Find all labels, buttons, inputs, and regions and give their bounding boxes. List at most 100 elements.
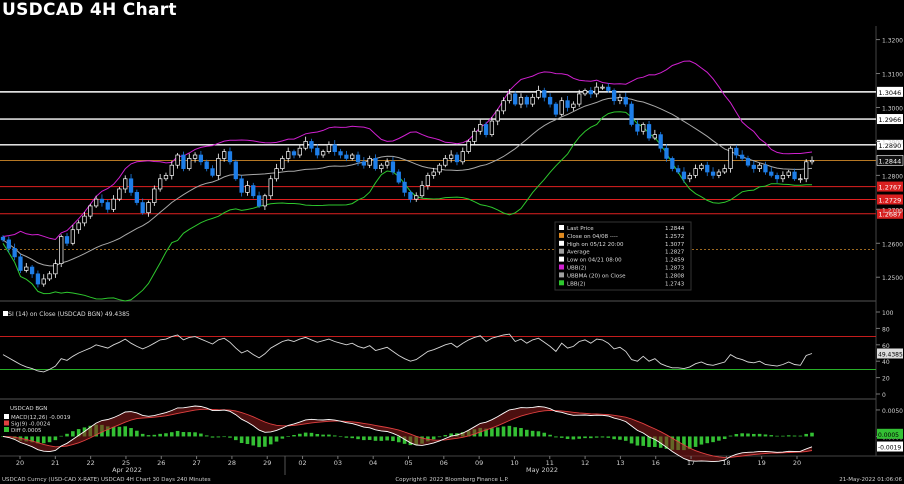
candle-body (425, 175, 431, 186)
candle-body (501, 100, 506, 112)
date-label: 20 (16, 459, 24, 467)
candle-body (6, 239, 11, 249)
date-label: 19 (758, 459, 766, 467)
diff-bar (589, 436, 593, 439)
date-label: 13 (616, 459, 624, 467)
candle-body (128, 178, 134, 193)
candle-body (367, 158, 372, 166)
diff-bar (193, 432, 197, 437)
diff-bar (309, 432, 314, 437)
candle-body (146, 202, 151, 214)
last-price-box (876, 155, 904, 166)
candle-body (577, 93, 582, 105)
candle-body (402, 181, 407, 193)
diff-bar (298, 433, 302, 437)
diff-bar (327, 434, 331, 437)
price-tick-label: 1.2600 (882, 241, 903, 248)
diff-bar (734, 434, 739, 437)
candle-body (93, 198, 99, 207)
diff-bar (228, 436, 232, 438)
diff-bar (775, 435, 779, 437)
legend-label: UBBMA (20) on Close (567, 273, 626, 279)
date-label: 10 (510, 459, 518, 467)
candle-body (350, 154, 355, 159)
candle-body (338, 151, 343, 156)
diff-bar (175, 430, 180, 437)
candle-body (483, 124, 489, 135)
candle-body (437, 164, 442, 173)
candle-body (536, 90, 541, 98)
diff-bar (385, 436, 389, 441)
candle-body (256, 195, 262, 207)
rsi-tick-label: 20 (882, 376, 890, 383)
diff-bar (431, 436, 436, 440)
candle-body (320, 151, 326, 156)
candle-body (518, 96, 524, 105)
legend-label: Last Price (567, 226, 594, 232)
diff-bar (286, 436, 290, 437)
diff-bar (612, 436, 616, 440)
candle-body (489, 120, 495, 135)
diff-bar (239, 436, 244, 444)
legend-swatch (559, 225, 564, 230)
diff-bar (536, 431, 541, 437)
level-label-box (877, 194, 903, 205)
diff-bar (600, 436, 605, 438)
date-label: 20 (793, 459, 801, 467)
diff-bar (274, 436, 279, 442)
candle-body (47, 273, 52, 280)
candle-body (681, 171, 687, 180)
candle-body (507, 93, 512, 102)
candle-body (64, 236, 70, 244)
price-tick-label: 1.2700 (882, 207, 903, 214)
diff-bar (111, 426, 116, 437)
diff-bar (210, 436, 215, 438)
diff-bar (47, 436, 52, 443)
legend-swatch (559, 264, 564, 270)
diff-bar (59, 435, 63, 437)
candle-body (710, 171, 716, 176)
diff-bar (490, 428, 494, 437)
diff-bar (559, 436, 564, 438)
level-label: 1.2767 (879, 184, 902, 192)
diff-bar (222, 436, 226, 438)
diff-bar (769, 435, 774, 437)
diff-bar (757, 433, 762, 437)
rsi-line (2, 333, 813, 373)
diff-bar (169, 432, 174, 437)
diff-bar (164, 433, 168, 437)
diff-bar (565, 436, 570, 439)
date-label: 22 (86, 459, 94, 467)
candle-body (134, 192, 140, 203)
date-label: 16 (652, 459, 660, 467)
date-label: 09 (475, 459, 483, 467)
diff-bar (647, 436, 651, 448)
diff-bar (699, 436, 704, 445)
diff-bar (321, 434, 325, 437)
diff-bar (792, 435, 797, 437)
diff-bar (396, 436, 401, 443)
candle-body (454, 154, 460, 163)
candle-body (652, 134, 657, 139)
diff-bar (781, 435, 785, 437)
candle-body (740, 154, 745, 159)
diff-bar (24, 436, 29, 442)
diff-bar (303, 432, 308, 437)
candle-body (664, 147, 669, 159)
diff-bar (501, 426, 506, 437)
date-label: 18 (722, 459, 730, 467)
candle-body (798, 178, 803, 181)
candle-body (245, 185, 250, 193)
candle-body (262, 195, 268, 207)
candle-body (297, 147, 302, 156)
diff-bar (623, 436, 628, 441)
candle-body (222, 151, 227, 159)
candle-body (251, 185, 256, 197)
candle-body (280, 158, 285, 169)
diff-bar (717, 436, 721, 441)
candle-body (675, 168, 681, 173)
macd-swatch (4, 420, 9, 426)
date-label: 12 (581, 459, 589, 467)
footer-center: Copyright© 2022 Bloomberg Finance L.P. (395, 476, 509, 483)
legend-value: 1.3077 (665, 242, 685, 248)
